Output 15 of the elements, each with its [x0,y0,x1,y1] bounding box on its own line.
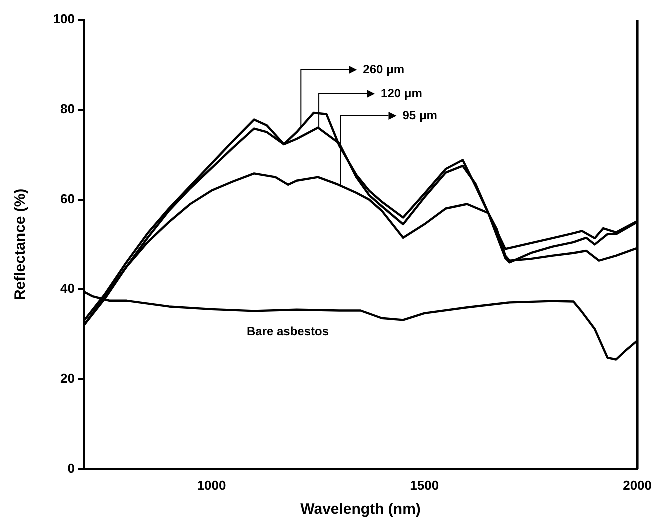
y-tick-label: 80 [60,101,75,116]
y-tick-label: 100 [53,12,75,27]
x-tick-label: 2000 [623,478,652,493]
y-tick-label: 60 [60,191,75,206]
annotation: 120 μm [381,86,422,100]
x-tick-label: 1000 [197,478,226,493]
x-axis-title: Wavelength (nm) [300,501,421,518]
annotation: 95 μm [402,108,438,122]
x-tick-label: 1500 [410,478,440,493]
y-axis-title: Reflectance (%) [12,188,30,301]
y-tick-label: 0 [68,460,75,476]
y-tick-label: 40 [60,281,75,296]
annotation: 260 μm [363,62,405,76]
y-tick-label: 20 [60,371,75,386]
annotation: Bare asbestos [246,324,330,338]
